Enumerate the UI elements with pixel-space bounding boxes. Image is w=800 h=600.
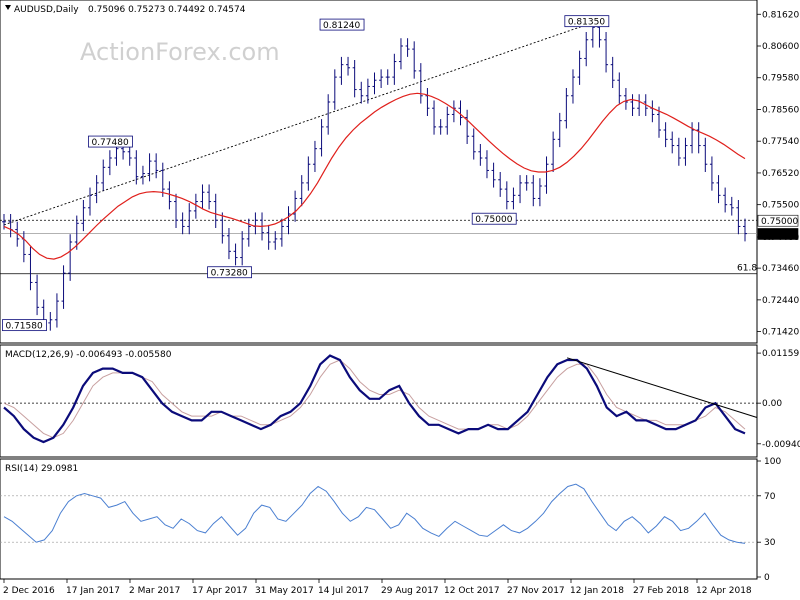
price-tag-box: [757, 214, 799, 227]
price-layer: 0.81240 0.81350 0.77480 0.75000 0.73280 0.715…: [0, 15, 757, 332]
rsi-panel: [0, 458, 758, 580]
rsi-ytick-label: 30: [764, 538, 776, 548]
price-ytick-label: 0.72440: [762, 296, 799, 306]
annotation-box: [207, 266, 252, 279]
symbol-label: AUDUSD,Daily: [14, 5, 79, 15]
price-annotation: 0.73280: [207, 266, 252, 279]
annotation-box: [88, 135, 133, 148]
x-tick-label: 27 Feb 2018: [633, 586, 689, 596]
rsi-title: RSI(14) 29.0981: [5, 464, 78, 474]
rsi-layer: [0, 483, 757, 544]
watermark: ActionForex.com: [80, 38, 280, 66]
macd-ytick-label: -0.009408: [762, 440, 800, 450]
macd-ytick-label: 0.00: [762, 399, 782, 409]
price-tag-label: 0.74574: [761, 230, 798, 240]
x-tick-label: 2 Dec 2016: [3, 586, 55, 596]
annotation-label: 0.75000: [475, 215, 512, 225]
fib-label: 61.8: [737, 264, 757, 274]
macd-layer: [0, 354, 758, 444]
x-tick-label: 12 Jan 2018: [570, 586, 624, 596]
annotation-box: [564, 15, 610, 28]
annotation-box: [471, 212, 517, 225]
x-tick-label: 17 Jan 2017: [66, 586, 120, 596]
macd-title: MACD(12,26,9) -0.006493 -0.005580: [5, 350, 172, 360]
price-ytick-label: 0.79580: [762, 74, 799, 84]
moving-average-line: [3, 92, 746, 260]
x-tick-label: 12 Apr 2018: [696, 586, 752, 596]
collapse-arrow-icon[interactable]: [5, 5, 11, 10]
x-tick-label: 12 Oct 2017: [444, 586, 500, 596]
price-annotation: 0.81240: [319, 18, 365, 31]
rsi-ytick-label: 100: [764, 457, 781, 467]
x-tick-label: 31 May 2017: [255, 586, 314, 596]
annotation-label: 0.73280: [211, 269, 248, 279]
x-tick-label: 27 Nov 2017: [507, 586, 565, 596]
annotation-label: 0.77480: [91, 138, 128, 148]
price-ytick-label: 0.77540: [762, 137, 799, 147]
price-annotation: 0.71580: [2, 319, 47, 332]
x-tick-label: 14 Jul 2017: [318, 586, 369, 596]
annotation-label: 0.81240: [323, 21, 360, 31]
annotation-label: 0.71580: [5, 322, 42, 332]
annotation-box: [319, 18, 365, 31]
price-ytick-label: 0.75500: [762, 201, 799, 211]
rsi-ytick-label: 0: [764, 573, 770, 583]
axis-layer: 0.81620 0.80600 0.79580 0.78560 0.77540 0.765…: [3, 10, 800, 596]
x-tick-label: 2 Mar 2017: [129, 586, 180, 596]
ohlc-readout: 0.75096 0.75273 0.74492 0.74574: [88, 5, 246, 15]
annotation-box: [2, 319, 47, 332]
rsi-ytick-label: 70: [764, 492, 776, 502]
macd-panel: [0, 344, 758, 458]
price-annotation: 0.77480: [88, 135, 133, 148]
price-ytick-label: 0.78560: [762, 105, 799, 115]
price-ytick-label: 0.76520: [762, 169, 799, 179]
price-ytick-label: 0.80600: [762, 42, 799, 52]
price-tag-label: 0.75000: [761, 217, 798, 227]
x-tick-label: 29 Aug 2017: [381, 586, 439, 596]
macd-ytick-label: 0.01159: [762, 349, 799, 359]
macd-trendline: [567, 357, 758, 418]
price-tag-box: [757, 228, 799, 240]
price-annotation: 0.75000: [471, 212, 517, 225]
macd-main-line: [3, 354, 746, 444]
rsi-line: [3, 483, 746, 544]
annotation-label: 0.81350: [568, 18, 605, 28]
price-ytick-label: 0.73460: [762, 264, 799, 274]
price-ytick-label: 0.81620: [762, 10, 799, 20]
price-ytick-label: 0.71420: [762, 328, 799, 338]
price-annotation: 0.81350: [564, 15, 610, 28]
price-panel: [0, 0, 758, 344]
x-tick-label: 17 Apr 2017: [192, 586, 248, 596]
